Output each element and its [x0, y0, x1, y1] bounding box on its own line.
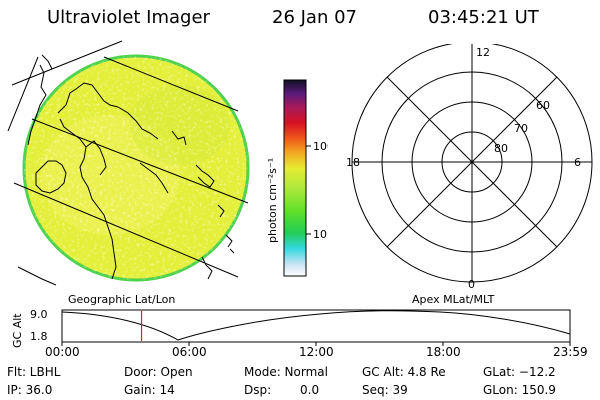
polar-mlt-0: 0 — [468, 278, 475, 291]
apex-panel-label: Apex MLat/MLT — [412, 293, 495, 306]
polar-lat-60: 60 — [536, 99, 550, 112]
xtick-0000: 00:00 — [45, 345, 80, 359]
polar-mlt-18: 18 — [346, 156, 360, 169]
altitude-curve — [61, 310, 571, 341]
info-seq: Seq: 39 — [362, 383, 408, 397]
altitude-ytick-9: 9.0 — [30, 308, 48, 321]
coastline-overlay — [17, 54, 235, 286]
info-door: Door: Open — [124, 365, 193, 379]
info-dsp-value: 0.0 — [300, 383, 320, 397]
xtick-1200: 12:00 — [299, 345, 334, 359]
polar-lat-70: 70 — [514, 122, 528, 135]
lat-lon-grid — [7, 40, 249, 278]
xtick-1800: 18:00 — [426, 345, 461, 359]
app-title: Ultraviolet Imager — [47, 7, 210, 28]
geographic-panel-label: Geographic Lat/Lon — [68, 293, 176, 306]
info-flt: Flt: LBHL — [7, 365, 61, 379]
info-mode: Mode: Normal — [244, 365, 328, 379]
xtick-0600: 06:00 — [172, 345, 207, 359]
polar-plot: 12 18 6 0 60 70 80 — [346, 44, 593, 291]
info-gain: Gain: 14 — [124, 383, 175, 397]
polar-mlt-6: 6 — [574, 156, 581, 169]
info-gc-alt: GC Alt: 4.8 Re — [362, 365, 446, 379]
colorbar-gradient — [283, 79, 307, 277]
info-ip: IP: 36.0 — [7, 383, 53, 397]
colorbar-tick-10: 10 — [313, 228, 327, 241]
polar-mlt-12: 12 — [476, 46, 490, 59]
date-label: 26 Jan 07 — [272, 7, 357, 28]
altitude-ytick-1: 1.8 — [30, 330, 48, 343]
geographic-image-panel — [7, 40, 250, 286]
colorbar-unit-label: photon cm⁻²s⁻¹ — [266, 158, 279, 243]
info-glat: GLat: −12.2 — [483, 365, 556, 379]
altitude-ylabel: GC Alt — [11, 313, 24, 348]
xtick-2359: 23:59 — [553, 345, 588, 359]
info-glon: GLon: 150.9 — [483, 383, 556, 397]
info-dsp-label: Dsp: — [244, 383, 272, 397]
colorbar-tick-100: 100 — [313, 140, 328, 153]
time-label: 03:45:21 UT — [428, 7, 539, 28]
altitude-plot: GC Alt 9.0 1.8 — [11, 308, 571, 348]
colorbar: 100 10 photon cm⁻²s⁻¹ — [266, 79, 328, 277]
polar-lat-80: 80 — [494, 142, 508, 155]
